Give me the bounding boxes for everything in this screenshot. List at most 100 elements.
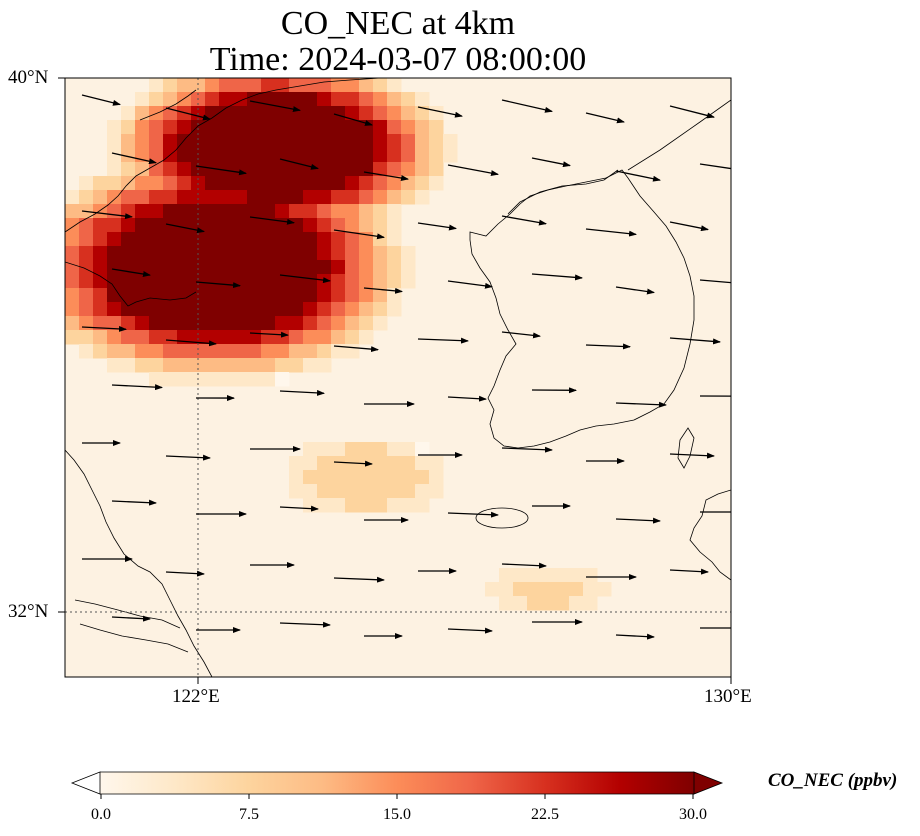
field-cell	[93, 246, 108, 261]
field-cell	[331, 316, 346, 331]
field-cell	[345, 148, 360, 163]
coastline-jiangsu	[65, 449, 213, 677]
field-cell	[275, 288, 290, 303]
field-cell	[121, 274, 136, 289]
field-cell	[79, 176, 94, 191]
colorbar-label-4: 30.0	[679, 806, 707, 823]
field-cell	[107, 162, 122, 177]
field-cell	[373, 190, 388, 205]
field-cell	[65, 330, 80, 345]
field-cell	[317, 344, 332, 359]
lon-label-122E: 122°E	[172, 686, 220, 707]
field-cell	[135, 92, 150, 107]
field-cell	[401, 134, 416, 149]
field-cell	[289, 120, 304, 135]
jeju-island	[475, 507, 529, 529]
field-cell	[149, 92, 164, 107]
field-cell	[191, 204, 206, 219]
field-cell	[359, 92, 374, 107]
field-cell	[107, 246, 122, 261]
field-cell	[359, 204, 374, 219]
field-cell	[527, 568, 542, 583]
field-cell	[541, 568, 556, 583]
field-cell	[247, 344, 262, 359]
field-cell	[331, 92, 346, 107]
field-cell	[303, 134, 318, 149]
field-cell	[93, 316, 108, 331]
field-cell	[275, 204, 290, 219]
field-cell	[415, 470, 430, 485]
field-cell	[317, 456, 332, 471]
field-cell	[317, 204, 332, 219]
field-cell	[149, 246, 164, 261]
field-cell	[359, 274, 374, 289]
field-cell	[121, 218, 136, 233]
field-cell	[247, 232, 262, 247]
field-cell	[247, 162, 262, 177]
field-cell	[331, 274, 346, 289]
field-cell	[289, 246, 304, 261]
field-cell	[79, 218, 94, 233]
field-cell	[261, 288, 276, 303]
field-cell	[247, 134, 262, 149]
field-cell	[205, 190, 220, 205]
field-cell	[303, 162, 318, 177]
field-cell	[415, 134, 430, 149]
field-cell	[233, 246, 248, 261]
field-cell	[303, 148, 318, 163]
field-cell	[233, 204, 248, 219]
field-cell	[331, 246, 346, 261]
field-cell	[373, 456, 388, 471]
field-cell	[135, 106, 150, 121]
field-cell	[345, 218, 360, 233]
field-cell	[303, 78, 318, 93]
tsushima-island	[677, 427, 695, 469]
field-cell	[261, 232, 276, 247]
field-cell	[513, 582, 528, 597]
lat-label-32N: 32°N	[8, 601, 49, 622]
field-cell	[303, 232, 318, 247]
field-cell	[401, 498, 416, 513]
field-cell	[387, 92, 402, 107]
field-cell	[317, 176, 332, 191]
chart-title: CO_NEC at 4km Time: 2024-03-07 08:00:00	[0, 6, 796, 78]
wind-arrow	[165, 339, 217, 347]
field-cell	[289, 358, 304, 373]
field-cell	[107, 204, 122, 219]
field-cell	[387, 260, 402, 275]
field-cell	[247, 358, 262, 373]
field-cell	[247, 106, 262, 121]
field-cell	[177, 246, 192, 261]
field-cell	[317, 120, 332, 135]
field-cell	[177, 274, 192, 289]
coastline-yangtze-south	[79, 623, 189, 653]
field-cell	[219, 134, 234, 149]
field-cell	[65, 302, 80, 317]
field-cell	[177, 78, 192, 93]
wind-arrow	[165, 570, 205, 577]
field-cell	[261, 372, 276, 387]
field-cell	[93, 330, 108, 345]
field-cell	[387, 120, 402, 135]
field-cell	[247, 330, 262, 345]
field-cell	[247, 148, 262, 163]
field-cell	[65, 232, 80, 247]
field-cell	[275, 106, 290, 121]
field-cell	[373, 232, 388, 247]
field-cell	[247, 302, 262, 317]
field-cell	[149, 344, 164, 359]
field-cell	[359, 498, 374, 513]
field-cell	[107, 232, 122, 247]
field-cell	[163, 302, 178, 317]
field-cell	[205, 274, 220, 289]
field-cell	[135, 204, 150, 219]
field-cell	[317, 484, 332, 499]
field-cell	[331, 106, 346, 121]
field-cell	[345, 344, 360, 359]
lon-label-130E: 130°E	[704, 686, 752, 707]
field-cell	[331, 204, 346, 219]
field-cell	[247, 246, 262, 261]
field-cell	[205, 358, 220, 373]
field-cell	[261, 162, 276, 177]
field-cell	[289, 456, 304, 471]
